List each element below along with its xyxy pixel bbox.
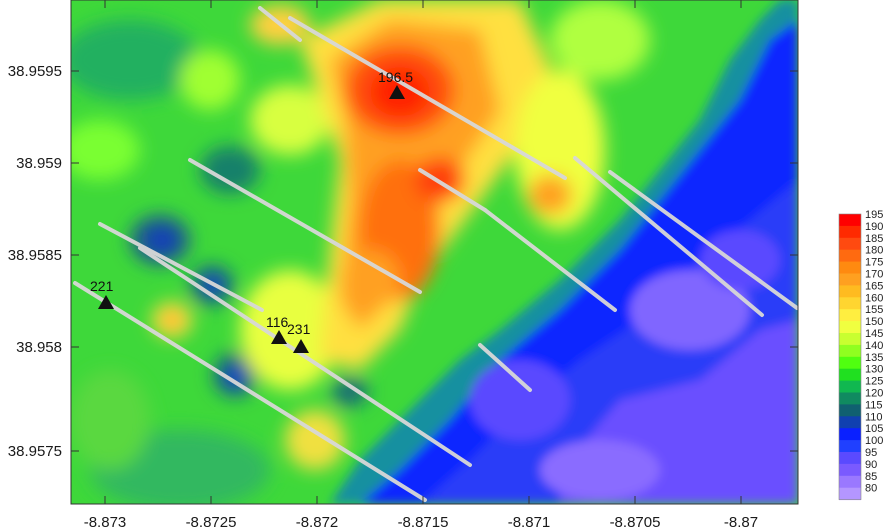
colorbar-swatch [839,261,861,274]
colorbar-swatch [839,321,861,334]
colorbar-frame [838,213,862,500]
colorbar-swatch [839,273,861,286]
colorbar-label: 135 [865,352,883,364]
colorbar-label: 155 [865,304,883,316]
colorbar-label: 185 [865,233,883,245]
colorbar-label: 140 [865,340,883,352]
colorbar-label: 180 [865,245,883,257]
contour-field [71,0,798,504]
colorbar-swatch [839,368,861,382]
colorbar-swatch [839,416,861,429]
station-label: 196.5 [378,69,413,85]
colorbar-swatch [839,333,861,346]
colorbar-label: 95 [865,447,877,459]
y-axis: 38.9595 38.959 38.9585 38.958 38.9575 [8,63,62,460]
station-label: 116 [266,314,289,330]
colorbar-label: 160 [865,292,883,304]
colorbar-swatch [839,309,861,322]
station-label: 231 [287,321,311,337]
colorbar-swatch [839,428,861,441]
y-tick-label: 38.9585 [8,247,62,264]
colorbar-swatch [839,214,861,227]
y-tick-label: 38.958 [16,339,62,356]
colorbar-label: 130 [865,364,883,376]
station-marker: 196.5 [378,69,413,99]
colorbar-label: 120 [865,388,883,400]
colorbar-label: 195 [865,209,883,221]
colorbar-label: 175 [865,257,883,269]
colorbar-swatch [839,380,861,393]
x-tick-label: -8.871 [508,514,551,531]
station-marker: 116 [266,314,289,344]
colorbar-swatch [839,249,861,263]
x-tick-label: -8.8705 [610,514,661,531]
x-tick-label: -8.87 [724,514,758,531]
y-tick-label: 38.9575 [8,443,62,460]
colorbar-swatch [839,297,861,310]
colorbar-label: 150 [865,316,883,328]
colorbar-label: 125 [865,376,883,388]
colorbar-swatch [839,285,861,298]
colorbar-swatch [839,487,861,501]
colorbar-label: 85 [865,471,877,483]
plot-frame [70,0,799,505]
colorbar-label: 145 [865,328,883,340]
station-markers: 196.5 221 116 231 [90,69,413,353]
colorbar-swatch [839,392,861,405]
y-tick-label: 38.959 [16,155,62,172]
x-tick-label: -8.872 [296,514,339,531]
station-marker: 231 [287,321,311,353]
axis-ticks [71,0,798,504]
x-tick-label: -8.8725 [186,514,237,531]
colorbar: 1951901851801751701651601551501451401351… [838,209,883,501]
colorbar-label: 165 [865,280,883,292]
colorbar-label: 80 [865,483,877,495]
colorbar-swatch [839,440,861,453]
colorbar-swatch [839,356,861,370]
colorbar-swatch [839,463,861,477]
colorbar-label: 90 [865,459,877,471]
colorbar-label: 115 [865,399,883,411]
colorbar-label: 100 [865,435,883,447]
x-tick-label: -8.873 [84,514,127,531]
colorbar-swatch [839,404,861,417]
colorbar-label: 105 [865,423,883,435]
colorbar-swatch [839,344,861,358]
station-marker: 221 [90,278,114,309]
colorbar-label: 190 [865,221,883,233]
x-tick-label: -8.8715 [398,514,449,531]
colorbar-swatch [839,237,861,251]
colorbar-label: 110 [865,411,883,423]
y-tick-label: 38.9595 [8,63,62,80]
colorbar-swatch [839,225,861,239]
colorbar-label: 170 [865,269,883,281]
station-label: 221 [90,278,114,294]
colorbar-swatch [839,452,861,465]
x-axis: -8.873 -8.8725 -8.872 -8.8715 -8.871 -8.… [84,514,758,531]
colorbar-swatch [839,475,861,489]
